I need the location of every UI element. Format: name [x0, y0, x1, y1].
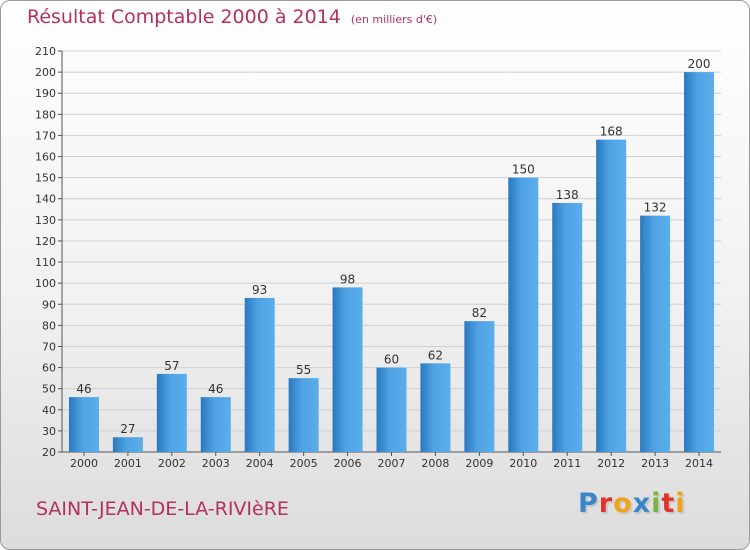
x-tick-label: 2012 — [597, 457, 625, 470]
bar — [200, 397, 231, 452]
bar-value-label: 132 — [644, 201, 667, 215]
bar-value-label: 62 — [428, 348, 443, 362]
x-tick-label: 2013 — [641, 457, 669, 470]
x-tick-label: 2006 — [334, 457, 362, 470]
bar — [640, 215, 671, 452]
logo-letter: o — [613, 488, 633, 519]
bar-value-label: 60 — [384, 353, 399, 367]
bar-value-label: 27 — [120, 422, 135, 436]
bar-value-label: 150 — [512, 163, 535, 177]
bar — [596, 139, 627, 453]
x-tick-label: 2011 — [553, 457, 581, 470]
logo-letter: i — [675, 488, 686, 519]
y-tick-label: 180 — [35, 108, 56, 121]
x-tick-label: 2003 — [202, 457, 230, 470]
bar-value-label: 93 — [252, 283, 267, 297]
y-tick-label: 70 — [42, 340, 56, 353]
bar — [420, 363, 451, 452]
x-tick-label: 2002 — [158, 457, 186, 470]
x-tick-label: 2010 — [509, 457, 537, 470]
y-tick-label: 110 — [35, 256, 56, 269]
bar-value-label: 57 — [164, 359, 179, 373]
bar — [244, 297, 275, 452]
bar-value-label: 46 — [208, 382, 223, 396]
logo-letter: P — [578, 488, 599, 519]
logo-shadow: Proxiti — [580, 490, 688, 521]
logo-letter: r — [598, 488, 614, 519]
y-tick-label: 120 — [35, 235, 56, 248]
y-tick-label: 190 — [35, 87, 56, 100]
bar — [684, 72, 715, 453]
bar-value-label: 98 — [340, 272, 355, 286]
y-tick-label: 130 — [35, 214, 56, 227]
y-tick-label: 90 — [42, 298, 56, 311]
bar-value-label: 200 — [688, 57, 711, 71]
y-tick-label: 100 — [35, 277, 56, 290]
bar-value-label: 55 — [296, 363, 311, 377]
bar — [156, 373, 187, 452]
y-tick-label: 140 — [35, 193, 56, 206]
x-tick-label: 2001 — [114, 457, 142, 470]
y-tick-label: 50 — [42, 383, 56, 396]
y-tick-label: 170 — [35, 129, 56, 142]
x-tick-label: 2000 — [70, 457, 98, 470]
y-tick-label: 200 — [35, 66, 56, 79]
bar-value-label: 46 — [76, 382, 91, 396]
x-tick-label: 2009 — [465, 457, 493, 470]
bar — [112, 437, 143, 452]
y-tick-label: 210 — [35, 45, 56, 58]
bar — [332, 287, 363, 452]
bar — [376, 367, 407, 452]
chart-title: Résultat Comptable 2000 à 2014 — [27, 6, 341, 28]
bar-value-label: 138 — [556, 188, 579, 202]
y-tick-label: 80 — [42, 319, 56, 332]
bar — [552, 202, 583, 452]
logo-letter: t — [661, 488, 676, 519]
x-tick-label: 2005 — [290, 457, 318, 470]
y-tick-label: 60 — [42, 362, 56, 375]
chart-title-row: Résultat Comptable 2000 à 2014 (en millie… — [27, 6, 437, 28]
x-tick-label: 2007 — [378, 457, 406, 470]
proxiti-logo[interactable]: Proxiti Proxiti — [578, 488, 688, 521]
bar — [68, 397, 99, 452]
x-tick-label: 2004 — [246, 457, 274, 470]
bar-value-label: 168 — [600, 125, 623, 139]
y-tick-label: 150 — [35, 172, 56, 185]
bar-value-label: 82 — [472, 306, 487, 320]
bar — [464, 321, 495, 452]
y-tick-label: 20 — [42, 446, 56, 459]
y-tick-label: 40 — [42, 404, 56, 417]
bar — [288, 378, 319, 452]
y-tick-label: 160 — [35, 151, 56, 164]
chart-unit: (en milliers d'€) — [350, 13, 438, 26]
commune-name: SAINT-JEAN-DE-LA-RIVIèRE — [36, 498, 289, 520]
y-tick-label: 30 — [42, 425, 56, 438]
x-tick-label: 2014 — [685, 457, 713, 470]
x-tick-label: 2008 — [421, 457, 449, 470]
bar — [508, 177, 539, 452]
logo-letter: x — [632, 488, 652, 519]
logo-text: Proxiti — [578, 488, 686, 519]
logo-letter: i — [651, 488, 662, 519]
